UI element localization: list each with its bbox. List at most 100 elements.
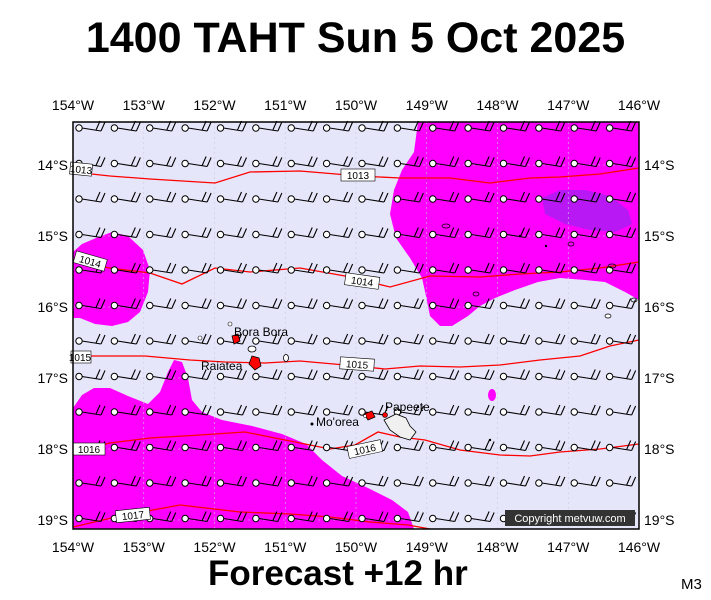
wind-barb bbox=[393, 333, 424, 345]
wind-barb bbox=[287, 262, 318, 274]
wind-barb bbox=[464, 404, 495, 416]
wind-barb bbox=[570, 440, 601, 452]
wind-barb bbox=[75, 227, 106, 239]
wind-barb bbox=[110, 156, 141, 168]
wind-barb bbox=[322, 333, 354, 345]
wind-barb bbox=[393, 440, 424, 452]
wind-barb bbox=[535, 404, 566, 416]
longitude-label: 151°W bbox=[264, 539, 307, 555]
wind-barb bbox=[535, 440, 566, 452]
latitude-labels-left: 14°S 15°S 16°S 17°S 18°S 19°S bbox=[37, 157, 68, 528]
wind-barb bbox=[181, 440, 212, 452]
latitude-label: 18°S bbox=[37, 441, 68, 457]
wind-barb bbox=[287, 156, 318, 168]
wind-barb bbox=[287, 475, 318, 487]
wind-barb bbox=[429, 298, 460, 310]
maiao bbox=[310, 422, 314, 426]
wind-barb bbox=[146, 191, 177, 203]
longitude-label: 152°W bbox=[193, 539, 236, 555]
longitude-label: 154°W bbox=[52, 539, 95, 555]
longitude-label: 154°W bbox=[52, 97, 95, 113]
place-label-papeete: Papeete bbox=[385, 400, 430, 414]
latitude-label: 15°S bbox=[644, 228, 675, 244]
wind-barb bbox=[110, 333, 141, 345]
wind-barb bbox=[429, 475, 460, 487]
wind-barb bbox=[464, 227, 495, 239]
wind-barb bbox=[75, 404, 106, 416]
wind-barb bbox=[252, 511, 283, 523]
atoll bbox=[630, 297, 638, 303]
wind-barb bbox=[75, 511, 106, 523]
wind-barb bbox=[146, 227, 177, 239]
wind-barb bbox=[429, 369, 460, 381]
wind-barb bbox=[535, 333, 566, 345]
wind-barb bbox=[252, 298, 283, 310]
longitude-label: 150°W bbox=[335, 539, 378, 555]
wind-barb bbox=[605, 440, 637, 452]
longitude-labels-top: 154°W 153°W 152°W 151°W 150°W 149°W 148°W 147°W… bbox=[52, 97, 661, 113]
wind-barb bbox=[358, 262, 389, 274]
wind-barb bbox=[358, 227, 389, 239]
longitude-label: 152°W bbox=[193, 97, 236, 113]
wind-barb bbox=[499, 120, 531, 132]
place-label-bora-bora: Bora Bora bbox=[234, 325, 288, 339]
wind-barb bbox=[358, 156, 389, 168]
wind-barb bbox=[216, 298, 248, 310]
latitude-label: 16°S bbox=[37, 299, 68, 315]
isobar-label: 1016 bbox=[78, 445, 101, 456]
wind-barbs bbox=[75, 120, 637, 523]
wind-barb bbox=[75, 333, 106, 345]
latitude-label: 14°S bbox=[644, 157, 675, 173]
wind-barb bbox=[605, 120, 637, 132]
isobar-label: 1013 bbox=[347, 171, 370, 182]
wind-barb bbox=[429, 191, 460, 203]
wind-barb bbox=[605, 191, 637, 203]
wind-barb bbox=[464, 440, 495, 452]
longitude-label: 148°W bbox=[476, 97, 519, 113]
model-label: M3 bbox=[681, 576, 702, 593]
wind-barb bbox=[252, 262, 283, 274]
wind-barb bbox=[605, 475, 637, 487]
latitude-label: 19°S bbox=[37, 512, 68, 528]
copyright-box bbox=[505, 510, 635, 526]
wind-barb bbox=[393, 262, 424, 274]
wind-barb bbox=[429, 262, 460, 274]
wind-barb bbox=[464, 511, 495, 523]
wind-barb bbox=[499, 227, 531, 239]
map-title: 1400 TAHT Sun 5 Oct 2025 bbox=[85, 14, 626, 62]
rain-area-west bbox=[73, 232, 150, 326]
wind-barb bbox=[252, 475, 283, 487]
wind-barb bbox=[358, 333, 389, 345]
longitude-label: 153°W bbox=[123, 97, 166, 113]
wind-barb bbox=[535, 120, 566, 132]
island-raiatea bbox=[248, 355, 262, 371]
papeete-marker bbox=[382, 412, 388, 418]
wind-barb bbox=[75, 120, 106, 132]
wind-barb bbox=[146, 475, 177, 487]
wind-barb bbox=[216, 120, 248, 132]
wind-barb bbox=[252, 369, 283, 381]
isobar-line bbox=[73, 431, 639, 457]
longitude-label: 149°W bbox=[406, 539, 449, 555]
wind-barb bbox=[181, 298, 212, 310]
wind-barb bbox=[393, 227, 424, 239]
longitude-label: 146°W bbox=[618, 97, 661, 113]
wind-barb bbox=[570, 369, 601, 381]
latitude-label: 14°S bbox=[37, 157, 68, 173]
wind-barb bbox=[110, 440, 141, 452]
wind-barb bbox=[322, 511, 354, 523]
map-frame bbox=[72, 121, 640, 530]
longitude-label: 150°W bbox=[335, 97, 378, 113]
wind-barb bbox=[322, 298, 354, 310]
wind-barb bbox=[499, 404, 531, 416]
wind-barb bbox=[429, 404, 460, 416]
wind-barb bbox=[181, 369, 212, 381]
longitude-labels-bottom: 154°W 153°W 152°W 151°W 150°W 149°W 148°W 147°W… bbox=[52, 539, 661, 555]
wind-barb bbox=[252, 404, 283, 416]
wind-barb bbox=[181, 156, 212, 168]
wind-barb bbox=[181, 475, 212, 487]
atoll bbox=[604, 313, 612, 319]
wind-barb bbox=[570, 156, 601, 168]
wind-barb bbox=[287, 191, 318, 203]
